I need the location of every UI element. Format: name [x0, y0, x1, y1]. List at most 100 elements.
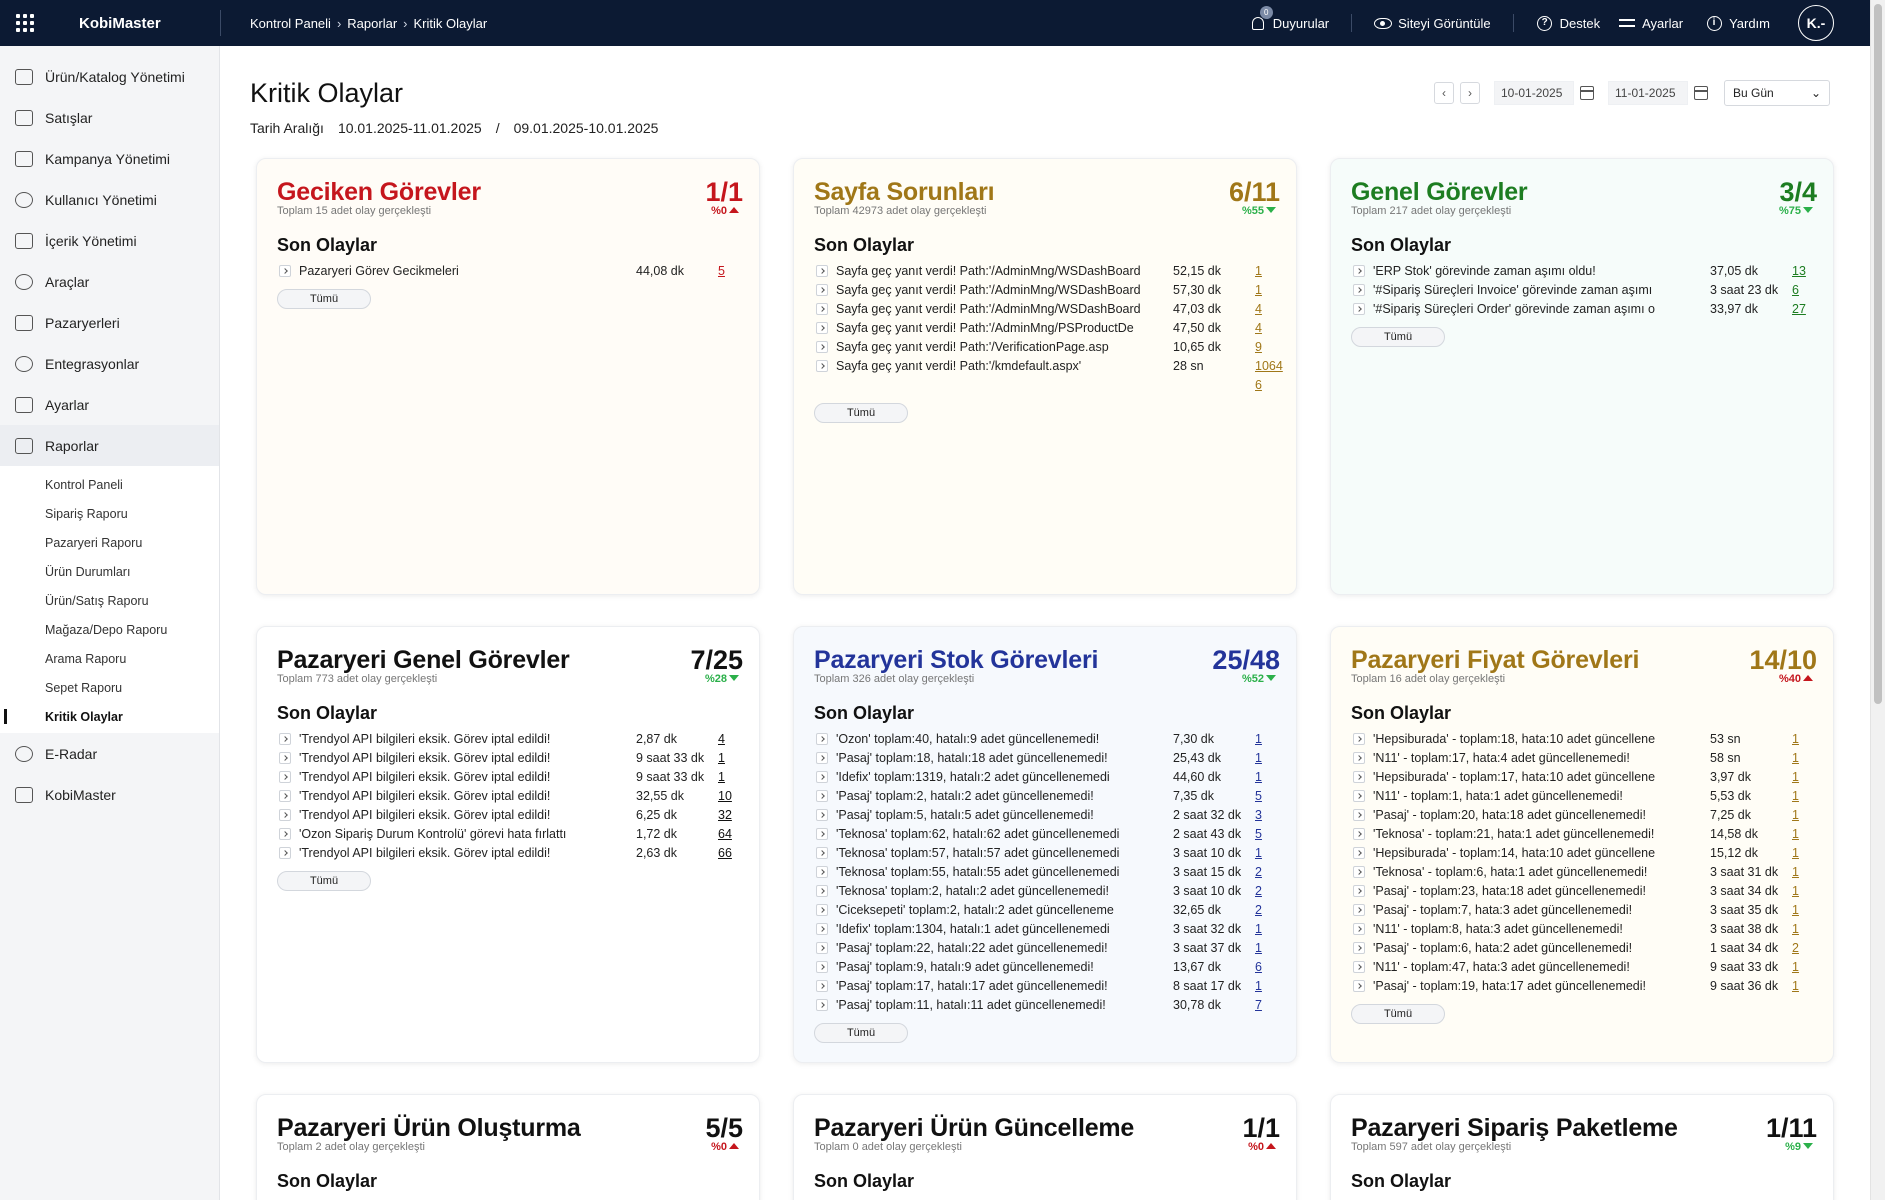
sidebar-item-settings[interactable]: Ayarlar [0, 384, 219, 425]
event-count-link[interactable]: 1 [1792, 960, 1799, 974]
expand-icon[interactable] [816, 961, 828, 973]
event-count-link[interactable]: 6 [1255, 960, 1262, 974]
view-all-button[interactable]: Tümü [1351, 327, 1445, 347]
submenu-item-product-sales-report[interactable]: Ürün/Satış Raporu [45, 593, 149, 608]
expand-icon[interactable] [816, 341, 828, 353]
submenu-item-search-report[interactable]: Arama Raporu [45, 651, 127, 666]
expand-icon[interactable] [816, 999, 828, 1011]
event-count-link[interactable]: 5 [1255, 827, 1262, 841]
event-count-link[interactable]: 1 [1792, 732, 1799, 746]
expand-icon[interactable] [1353, 980, 1365, 992]
expand-icon[interactable] [1353, 942, 1365, 954]
sidebar-item-campaign[interactable]: Kampanya Yönetimi [0, 138, 219, 179]
expand-icon[interactable] [1353, 809, 1365, 821]
expand-icon[interactable] [816, 923, 828, 935]
expand-icon[interactable] [816, 771, 828, 783]
event-count-link[interactable]: 64 [718, 827, 732, 841]
expand-icon[interactable] [816, 284, 828, 296]
expand-icon[interactable] [279, 265, 291, 277]
expand-icon[interactable] [816, 847, 828, 859]
event-count-link[interactable]: 1 [1255, 732, 1262, 746]
expand-icon[interactable] [279, 752, 291, 764]
event-count-link[interactable]: 13 [1792, 264, 1806, 278]
event-count-link[interactable]: 1 [1792, 865, 1799, 879]
event-count-link[interactable]: 5 [1255, 789, 1262, 803]
expand-icon[interactable] [816, 733, 828, 745]
expand-icon[interactable] [1353, 866, 1365, 878]
expand-icon[interactable] [816, 809, 828, 821]
event-count-link[interactable]: 2 [1255, 865, 1262, 879]
sidebar-item-catalog[interactable]: Ürün/Katalog Yönetimi [0, 56, 219, 97]
announcements-link[interactable]: 0 Duyurular [1249, 6, 1329, 32]
apps-grid-icon[interactable] [14, 12, 36, 34]
expand-icon[interactable] [816, 360, 828, 372]
submenu-item-critical-events[interactable]: Kritik Olaylar [0, 702, 219, 731]
submenu-item-dashboard[interactable]: Kontrol Paneli [45, 477, 123, 492]
event-count-link[interactable]: 1 [1255, 979, 1262, 993]
expand-icon[interactable] [816, 265, 828, 277]
sidebar-item-kobimaster[interactable]: KobiMaster [0, 774, 219, 815]
settings-link[interactable]: Ayarlar [1618, 14, 1683, 32]
expand-icon[interactable] [816, 942, 828, 954]
view-site-link[interactable]: Siteyi Görüntüle [1374, 14, 1491, 32]
period-select[interactable]: Bu Gün ⌄ [1724, 80, 1830, 106]
expand-icon[interactable] [1353, 752, 1365, 764]
view-all-button[interactable]: Tümü [277, 289, 371, 309]
breadcrumb-item[interactable]: Raporlar [347, 15, 398, 31]
expand-icon[interactable] [1353, 828, 1365, 840]
event-count-link[interactable]: 1 [1255, 264, 1262, 278]
page-scrollbar[interactable] [1870, 0, 1885, 1200]
help-link[interactable]: i Yardım [1705, 14, 1770, 32]
expand-icon[interactable] [816, 828, 828, 840]
event-count-link[interactable]: 9 [1255, 340, 1262, 354]
event-count-link[interactable]: 4 [1255, 321, 1262, 335]
expand-icon[interactable] [279, 809, 291, 821]
event-count-link[interactable]: 1 [1255, 770, 1262, 784]
expand-icon[interactable] [1353, 303, 1365, 315]
view-all-button[interactable]: Tümü [277, 871, 371, 891]
calendar-icon[interactable] [1580, 86, 1594, 100]
prev-period-button[interactable]: ‹ [1434, 82, 1454, 104]
event-count-link[interactable]: 1 [1792, 751, 1799, 765]
event-count-link[interactable]: 6 [1792, 283, 1799, 297]
event-count-link[interactable]: 1 [1255, 922, 1262, 936]
event-count-link[interactable]: 2 [1255, 903, 1262, 917]
event-count-link[interactable]: 66 [718, 846, 732, 860]
event-count-link[interactable]: 1 [1792, 827, 1799, 841]
expand-icon[interactable] [1353, 885, 1365, 897]
event-count-link[interactable]: 1 [1792, 789, 1799, 803]
event-count-link[interactable]: 1 [1792, 884, 1799, 898]
date-to-input[interactable] [1608, 81, 1688, 105]
expand-icon[interactable] [816, 980, 828, 992]
expand-icon[interactable] [1353, 733, 1365, 745]
event-count-link[interactable]: 1 [1255, 941, 1262, 955]
sidebar-item-reports[interactable]: Raporlar [0, 425, 219, 466]
expand-icon[interactable] [279, 828, 291, 840]
expand-icon[interactable] [816, 322, 828, 334]
event-count-link[interactable]: 1 [718, 751, 725, 765]
sidebar-item-integrations[interactable]: Entegrasyonlar [0, 343, 219, 384]
user-avatar[interactable]: K.- [1798, 5, 1834, 41]
submenu-item-cart-report[interactable]: Sepet Raporu [45, 680, 123, 695]
expand-icon[interactable] [816, 303, 828, 315]
expand-icon[interactable] [816, 790, 828, 802]
submenu-item-marketplace-report[interactable]: Pazaryeri Raporu [45, 535, 143, 550]
event-count-link[interactable]: 1 [1792, 846, 1799, 860]
expand-icon[interactable] [1353, 265, 1365, 277]
date-from-input[interactable] [1494, 81, 1574, 105]
calendar-icon[interactable] [1694, 86, 1708, 100]
sidebar-item-marketplaces[interactable]: Pazaryerleri [0, 302, 219, 343]
expand-icon[interactable] [1353, 284, 1365, 296]
event-count-link[interactable]: 10646 [1255, 359, 1283, 392]
scrollbar-thumb[interactable] [1874, 4, 1882, 704]
event-count-link[interactable]: 1 [1255, 846, 1262, 860]
expand-icon[interactable] [1353, 790, 1365, 802]
event-count-link[interactable]: 4 [1255, 302, 1262, 316]
event-count-link[interactable]: 1 [1792, 979, 1799, 993]
event-count-link[interactable]: 1 [1792, 808, 1799, 822]
expand-icon[interactable] [279, 790, 291, 802]
expand-icon[interactable] [816, 752, 828, 764]
sidebar-item-users[interactable]: Kullanıcı Yönetimi [0, 179, 219, 220]
event-count-link[interactable]: 7 [1255, 998, 1262, 1012]
submenu-item-order-report[interactable]: Sipariş Raporu [45, 506, 128, 521]
